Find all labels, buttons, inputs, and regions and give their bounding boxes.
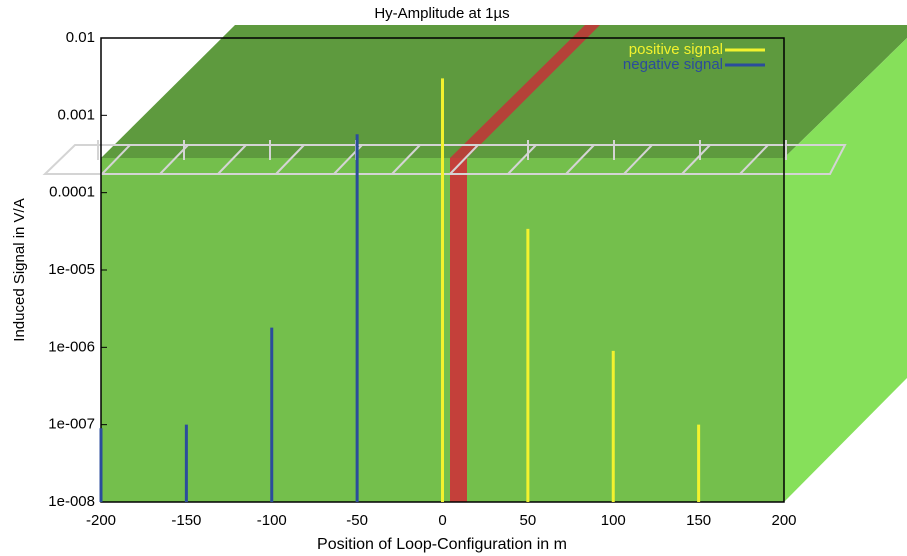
x-tick-label: -50 xyxy=(346,512,368,529)
y-tick-label: 1e-005 xyxy=(48,261,95,278)
red-band-front xyxy=(450,158,467,502)
x-tick-label: 200 xyxy=(771,512,796,529)
x-tick-label: -150 xyxy=(171,512,201,529)
x-tick-label: -200 xyxy=(86,512,116,529)
page: Hy-Amplitude at 1µs Position of Loop-Con… xyxy=(0,0,907,556)
y-tick-label: 1e-008 xyxy=(48,493,95,510)
y-tick-label: 0.001 xyxy=(57,106,95,123)
x-tick-label: 150 xyxy=(686,512,711,529)
y-tick-label: 0.01 xyxy=(66,29,95,46)
y-axis-label: Induced Signal in V/A xyxy=(11,198,28,341)
x-axis-label: Position of Loop-Configuration in m xyxy=(317,536,567,553)
x-tick-label: -100 xyxy=(257,512,287,529)
y-tick-label: 1e-006 xyxy=(48,338,95,355)
x-tick-label: 0 xyxy=(438,512,446,529)
ground-top-face xyxy=(101,25,907,158)
chart-title: Hy-Amplitude at 1µs xyxy=(374,5,509,22)
legend-label: negative signal xyxy=(623,56,723,73)
y-tick-label: 1e-007 xyxy=(48,416,95,433)
chart: Hy-Amplitude at 1µs Position of Loop-Con… xyxy=(0,0,907,556)
x-tick-label: 50 xyxy=(520,512,537,529)
y-tick-label: 0.0001 xyxy=(49,184,95,201)
x-tick-label: 100 xyxy=(601,512,626,529)
